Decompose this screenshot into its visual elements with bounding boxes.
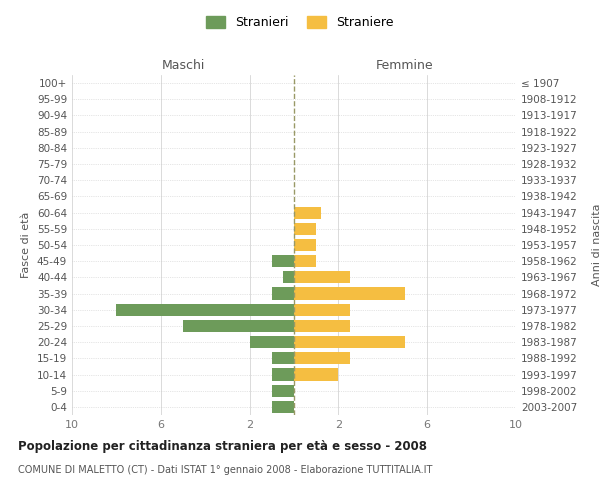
Y-axis label: Anni di nascita: Anni di nascita: [592, 204, 600, 286]
Text: COMUNE DI MALETTO (CT) - Dati ISTAT 1° gennaio 2008 - Elaborazione TUTTITALIA.IT: COMUNE DI MALETTO (CT) - Dati ISTAT 1° g…: [18, 465, 433, 475]
Bar: [294, 255, 316, 268]
Bar: [294, 320, 350, 332]
Text: Maschi: Maschi: [161, 59, 205, 72]
Legend: Stranieri, Straniere: Stranieri, Straniere: [202, 11, 398, 34]
Text: Popolazione per cittadinanza straniera per età e sesso - 2008: Popolazione per cittadinanza straniera p…: [18, 440, 427, 453]
Bar: [294, 288, 405, 300]
Bar: [294, 368, 338, 380]
Bar: [183, 320, 294, 332]
Bar: [272, 352, 294, 364]
Bar: [294, 272, 350, 283]
Bar: [272, 368, 294, 380]
Bar: [283, 272, 294, 283]
Bar: [250, 336, 294, 348]
Bar: [272, 288, 294, 300]
Y-axis label: Fasce di età: Fasce di età: [22, 212, 31, 278]
Bar: [294, 206, 320, 218]
Bar: [294, 239, 316, 251]
Bar: [294, 352, 350, 364]
Bar: [294, 336, 405, 348]
Bar: [272, 255, 294, 268]
Bar: [294, 222, 316, 235]
Bar: [272, 384, 294, 397]
Bar: [272, 401, 294, 413]
Text: Femmine: Femmine: [376, 59, 434, 72]
Bar: [116, 304, 294, 316]
Bar: [294, 304, 350, 316]
